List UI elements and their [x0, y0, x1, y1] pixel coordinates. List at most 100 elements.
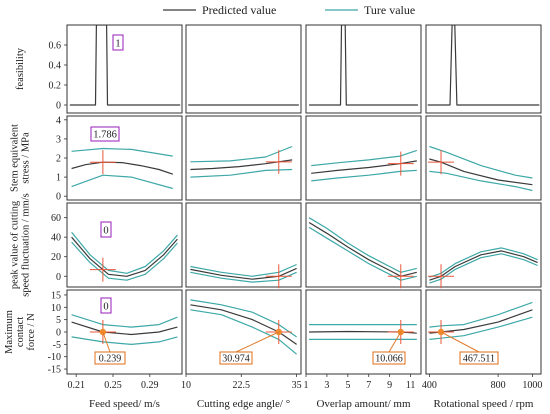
true-line — [71, 174, 173, 190]
value-box-label: 1 — [115, 39, 120, 50]
predicted-line — [71, 236, 178, 277]
optimum-value-label: 0.239 — [99, 354, 122, 365]
optimum-value-label: 10.066 — [375, 354, 403, 365]
value-box-label: 1.786 — [93, 130, 117, 141]
y-tick-label: -10 — [48, 352, 61, 363]
x-axis-label: Cutting edge angle/ ° — [197, 398, 290, 410]
true-line — [190, 271, 297, 283]
true-line — [429, 301, 533, 328]
optimum-value-box — [94, 351, 126, 365]
panel-r4-c3: 1 3 5 7 9 11 Overlap amount/ mm — [304, 289, 422, 410]
panel-frame — [305, 115, 422, 201]
x-tick-label: 10 — [181, 380, 191, 391]
y-tick-label: 5 — [56, 315, 61, 326]
y-tick-label: 0 — [56, 328, 61, 339]
true-line — [71, 231, 178, 274]
y-tick-label: -5 — [53, 340, 61, 351]
panel-r2-c3 — [305, 115, 422, 201]
y-tick-label: 1 — [56, 173, 61, 184]
y-tick-label: 60 — [51, 213, 61, 224]
optimum-leader-line — [440, 331, 480, 353]
panel-r1-c4 — [425, 24, 542, 114]
panel-lines — [190, 263, 297, 283]
panel-frame — [185, 24, 302, 114]
panel-lines — [309, 25, 418, 106]
panel-lines — [190, 299, 297, 355]
panel-lines — [71, 147, 173, 190]
panel-frame — [305, 24, 422, 114]
optimum-leader-line — [388, 331, 402, 353]
true-line — [311, 169, 417, 182]
x-tick-label: 1 — [304, 380, 309, 391]
optimum-value-box — [459, 351, 499, 365]
panel-frame — [425, 115, 542, 201]
x-tick-label: 3 — [324, 380, 329, 391]
panel-r3-c1 — [66, 202, 183, 288]
panel-r1-c1 — [66, 24, 183, 114]
y-tick-label: 15 — [51, 290, 61, 301]
y-axis-label-line: Stem equivalent — [10, 124, 21, 192]
x-tick-label: 0.29 — [141, 380, 159, 391]
x-tick-label: 22.5 — [233, 380, 251, 391]
panel-r2-c1 — [66, 115, 183, 201]
panel-frame — [66, 24, 183, 114]
x-axis-label: Overlap amount/ mm — [316, 398, 411, 410]
true-line — [71, 314, 178, 328]
true-line — [71, 241, 178, 281]
x-tick-label: 11 — [406, 380, 416, 391]
y-tick-label: 0.6 — [49, 41, 62, 52]
panel-lines — [309, 324, 417, 340]
y-axis-label-line: Maximum — [4, 310, 15, 354]
panel-r2-c4 — [425, 115, 542, 201]
y-tick-label: 40 — [51, 233, 61, 244]
panel-frame — [185, 115, 302, 201]
true-line — [190, 299, 297, 338]
y-tick-label: 4 — [56, 115, 61, 126]
true-line — [190, 309, 297, 355]
y-axis-label: Maximumcontactforce / N — [4, 310, 37, 354]
y-axis-label-line: feasibility — [15, 47, 26, 90]
optimum-leader-line — [102, 331, 111, 353]
x-tick-label: 35 — [292, 380, 302, 391]
predicted-line — [190, 159, 293, 171]
y-tick-label: 10 — [51, 303, 61, 314]
panel-lines — [71, 314, 178, 345]
y-axis-label-line: peak value of cutting — [10, 200, 21, 289]
optimum-leader-line — [235, 331, 279, 353]
predicted-line — [69, 25, 181, 106]
panel-r1-c3 — [305, 24, 422, 114]
y-tick-label: 0 — [56, 192, 61, 203]
y-tick-label: 0.4 — [49, 61, 62, 72]
legend-predicted-label: Predicted value — [202, 3, 276, 17]
x-tick-label: 9 — [387, 380, 392, 391]
y-axis-label: feasibility — [15, 47, 26, 90]
value-box — [90, 126, 120, 142]
x-tick-label: 0.21 — [67, 380, 85, 391]
panel-r3-c4 — [425, 202, 542, 289]
panel-lines — [71, 231, 178, 281]
panel-lines — [427, 25, 540, 106]
x-tick-label: 1000 — [522, 380, 542, 391]
optimum-value-box — [372, 351, 406, 365]
value-box-label: 0 — [103, 226, 108, 237]
panel-r2-c2 — [185, 115, 302, 201]
true-line — [311, 149, 417, 167]
x-tick-label: 7 — [366, 380, 371, 391]
panel-frame — [185, 202, 302, 288]
x-tick-label: 800 — [491, 380, 506, 391]
optimum-point — [437, 328, 445, 336]
y-tick-label: 3 — [56, 134, 61, 145]
legend-true-label: Ture value — [364, 3, 415, 17]
value-box — [100, 297, 112, 314]
predicted-line — [311, 160, 417, 174]
x-axis-label: Feed speed/ m/s — [89, 398, 160, 410]
predicted-line — [309, 25, 418, 106]
panel-frame — [66, 202, 183, 288]
true-line — [71, 336, 178, 345]
x-tick-label: 5 — [345, 380, 350, 391]
predicted-line — [71, 321, 178, 336]
y-tick-label: 0 — [56, 272, 61, 283]
y-tick-label: 0 — [56, 101, 61, 112]
panel-frame — [425, 24, 542, 114]
